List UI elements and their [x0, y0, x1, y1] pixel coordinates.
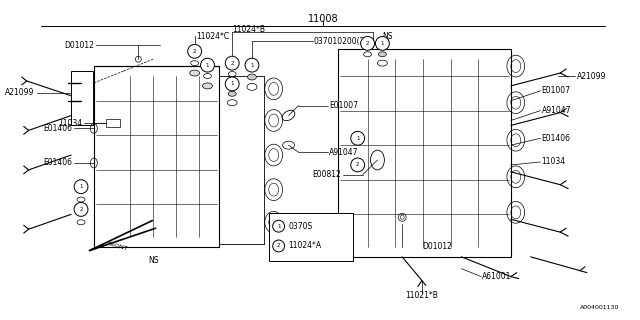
- Text: E01406: E01406: [43, 124, 72, 133]
- Circle shape: [351, 131, 365, 145]
- Text: 037010200(2): 037010200(2): [313, 37, 367, 46]
- Circle shape: [273, 220, 285, 232]
- Circle shape: [351, 158, 365, 172]
- Ellipse shape: [202, 83, 212, 89]
- Circle shape: [188, 44, 202, 58]
- Text: E01007: E01007: [541, 86, 570, 95]
- Text: NS: NS: [382, 32, 392, 41]
- Ellipse shape: [248, 74, 257, 80]
- Bar: [269, 213, 353, 261]
- Circle shape: [225, 56, 239, 70]
- Text: 11024*B: 11024*B: [232, 25, 265, 34]
- Text: 2: 2: [277, 244, 280, 248]
- Text: A004001130: A004001130: [580, 305, 620, 310]
- Bar: [71, 71, 93, 125]
- Text: 2: 2: [366, 41, 369, 46]
- Ellipse shape: [228, 91, 236, 96]
- Text: 11024*C: 11024*C: [196, 32, 230, 41]
- Text: A21099: A21099: [5, 88, 35, 97]
- Text: 11034: 11034: [58, 119, 82, 128]
- Circle shape: [273, 240, 285, 252]
- Text: 2: 2: [79, 207, 83, 212]
- Text: E01007: E01007: [329, 101, 358, 110]
- Text: 1: 1: [356, 136, 360, 141]
- Text: 1: 1: [230, 81, 234, 86]
- Text: D01012: D01012: [422, 243, 452, 252]
- Text: 1: 1: [277, 224, 280, 229]
- Ellipse shape: [189, 70, 200, 76]
- Text: 1: 1: [250, 63, 253, 68]
- Text: A91047: A91047: [329, 148, 358, 156]
- Ellipse shape: [378, 52, 387, 57]
- Text: NS: NS: [148, 256, 159, 265]
- Circle shape: [74, 203, 88, 216]
- Text: 2: 2: [230, 61, 234, 66]
- Text: E00812: E00812: [312, 170, 341, 179]
- Text: 2: 2: [193, 49, 196, 54]
- Text: 11021*B: 11021*B: [406, 291, 438, 300]
- Text: 1: 1: [205, 63, 209, 68]
- Text: 0370S: 0370S: [289, 222, 313, 231]
- Text: FRONT: FRONT: [106, 241, 128, 251]
- Text: D01012: D01012: [64, 41, 94, 50]
- Circle shape: [74, 180, 88, 194]
- Text: 11008: 11008: [308, 14, 339, 24]
- Text: E01406: E01406: [541, 134, 570, 143]
- Text: 11024*A: 11024*A: [289, 242, 322, 251]
- Circle shape: [225, 77, 239, 91]
- Circle shape: [200, 58, 214, 72]
- Text: E01406: E01406: [43, 158, 72, 167]
- Text: 2: 2: [356, 163, 360, 167]
- Text: 11034: 11034: [541, 157, 566, 166]
- Text: A21099: A21099: [577, 71, 607, 81]
- Text: A91047: A91047: [541, 106, 571, 115]
- Text: A61001: A61001: [482, 272, 511, 281]
- Text: 1: 1: [79, 184, 83, 189]
- Circle shape: [376, 36, 389, 50]
- Text: 1: 1: [381, 41, 384, 46]
- Circle shape: [361, 36, 374, 50]
- Circle shape: [245, 58, 259, 72]
- Bar: [106, 119, 120, 127]
